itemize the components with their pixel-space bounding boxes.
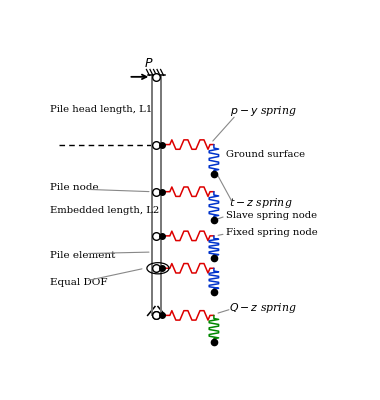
Text: Embedded length, L2: Embedded length, L2 bbox=[51, 206, 160, 215]
Text: Pile head length, L1: Pile head length, L1 bbox=[51, 105, 153, 114]
Text: Fixed spring node: Fixed spring node bbox=[226, 228, 317, 238]
Text: $Q-z$ spring: $Q-z$ spring bbox=[229, 301, 296, 315]
Text: $p-y$ spring: $p-y$ spring bbox=[230, 104, 297, 118]
Text: $P$: $P$ bbox=[144, 57, 154, 70]
Text: $t-z$ spring: $t-z$ spring bbox=[229, 196, 292, 210]
Text: Slave spring node: Slave spring node bbox=[226, 211, 317, 220]
Text: Pile node: Pile node bbox=[51, 183, 99, 192]
Text: Pile element: Pile element bbox=[51, 250, 116, 260]
Text: Equal DOF: Equal DOF bbox=[51, 278, 108, 288]
Text: Ground surface: Ground surface bbox=[226, 150, 305, 160]
